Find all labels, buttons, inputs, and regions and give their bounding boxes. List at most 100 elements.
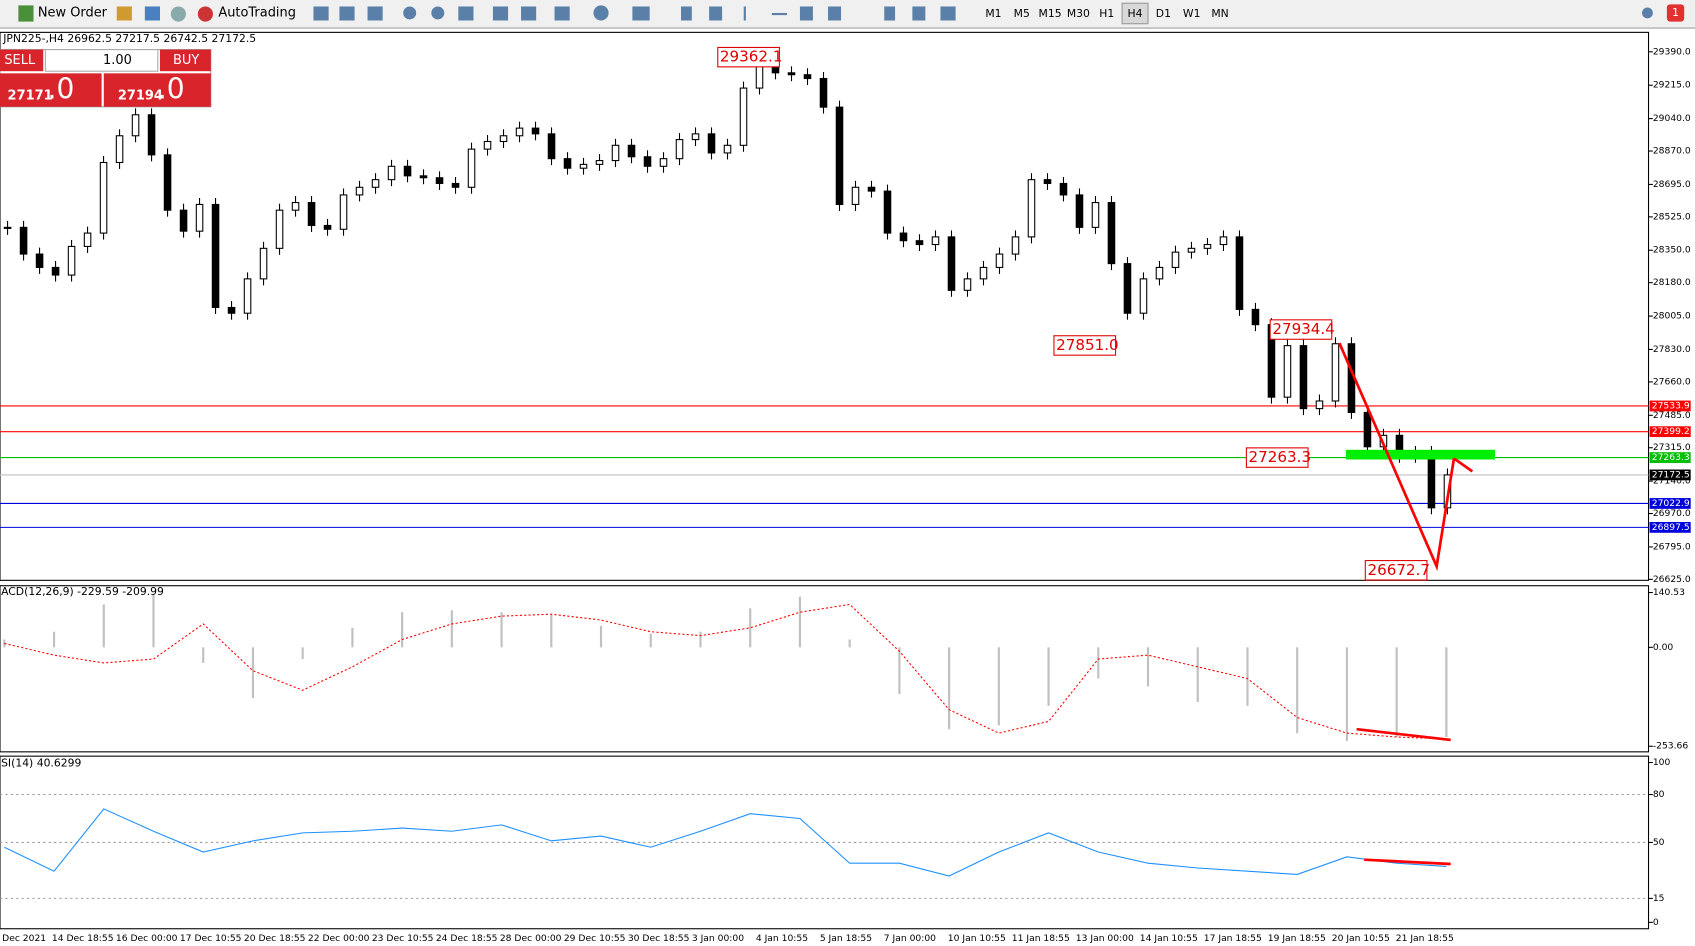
tool-icon[interactable] xyxy=(313,6,329,21)
candle xyxy=(291,202,300,211)
candle xyxy=(1219,236,1228,246)
tool-icon[interactable] xyxy=(632,6,650,21)
candle xyxy=(1315,400,1324,410)
trend-arrow[interactable] xyxy=(1453,457,1474,473)
tool-icon[interactable] xyxy=(492,6,509,21)
macd-bar xyxy=(1196,647,1199,702)
tool-icon[interactable] xyxy=(458,6,474,21)
candle xyxy=(1075,194,1084,228)
autotrading-icon[interactable] xyxy=(197,6,213,22)
candle xyxy=(643,156,652,167)
zoom-in[interactable] xyxy=(403,6,417,20)
tool-icon[interactable] xyxy=(521,6,537,21)
candle xyxy=(1011,236,1020,255)
candle xyxy=(243,278,252,314)
autotrading-button[interactable]: AutoTrading xyxy=(218,5,296,20)
timeframe-button[interactable]: M15 xyxy=(1039,7,1062,20)
zone-rectangle[interactable] xyxy=(1345,449,1496,460)
tool-icon[interactable] xyxy=(116,6,132,21)
timeframe-button[interactable]: M1 xyxy=(985,7,1001,20)
timeframe-button[interactable]: H1 xyxy=(1099,7,1114,20)
rsi-arrow[interactable] xyxy=(1364,858,1451,866)
macd-bar xyxy=(1445,647,1448,738)
macd-bar xyxy=(599,625,603,648)
timeframe-button[interactable]: M30 xyxy=(1067,7,1090,20)
lot-value[interactable]: 1.00 xyxy=(103,53,132,68)
label-tool[interactable] xyxy=(912,6,926,21)
price-label-box xyxy=(1053,335,1117,356)
tool-icon[interactable] xyxy=(554,6,570,21)
user-drawings xyxy=(1338,342,1496,866)
candle xyxy=(883,190,892,234)
candle xyxy=(451,182,460,188)
text-tool[interactable] xyxy=(884,6,896,21)
candle xyxy=(339,194,348,230)
x-tick-label: 4 Jan 10:55 xyxy=(756,933,808,944)
x-tick-label: 20 Dec 18:55 xyxy=(244,933,306,944)
timeframe-button[interactable]: H4 xyxy=(1128,7,1143,20)
new-order-button[interactable]: New Order xyxy=(38,5,108,20)
crosshair-tool[interactable] xyxy=(709,6,723,21)
macd-arrow[interactable] xyxy=(1356,727,1451,742)
timeframe-button[interactable]: W1 xyxy=(1183,7,1201,20)
candle xyxy=(51,266,60,276)
sell-label[interactable]: SELL xyxy=(4,53,36,68)
zoom-out[interactable] xyxy=(431,6,445,20)
trend-arrow[interactable] xyxy=(1338,342,1456,572)
notification-badge[interactable] xyxy=(1666,4,1685,22)
x-tick-label: 30 Dec 18:55 xyxy=(628,933,690,944)
price-label-box xyxy=(1269,319,1333,340)
candle xyxy=(1059,182,1068,196)
candle xyxy=(755,64,764,89)
new-order-icon[interactable] xyxy=(18,5,34,22)
x-tick-label: 11 Jan 18:55 xyxy=(1012,933,1070,944)
timeframe-active xyxy=(1121,2,1149,25)
trendline-tool[interactable] xyxy=(799,6,813,21)
sell-price-box[interactable] xyxy=(0,73,102,107)
pane-frame xyxy=(0,585,1650,753)
tool-icon[interactable] xyxy=(170,6,186,22)
candle xyxy=(355,186,364,196)
candle xyxy=(1155,266,1164,280)
vline-tool[interactable] xyxy=(743,6,746,21)
sell-button[interactable] xyxy=(0,49,44,72)
x-tick-label: 14 Dec 18:55 xyxy=(52,933,114,944)
y-tick-label: 0 xyxy=(1653,917,1659,928)
tool-icon[interactable] xyxy=(339,6,355,21)
candle xyxy=(851,186,860,205)
lot-input[interactable] xyxy=(44,49,159,72)
tool-icon[interactable] xyxy=(593,5,609,21)
y-tick-label: 28350.0 xyxy=(1653,245,1691,256)
price-label-box xyxy=(717,46,780,68)
buy-button[interactable] xyxy=(159,49,211,72)
tool-icon[interactable] xyxy=(940,6,956,21)
timeframe-button[interactable]: M5 xyxy=(1014,7,1030,20)
timeframe-button[interactable]: MN xyxy=(1211,7,1228,20)
candle xyxy=(99,161,108,234)
candle xyxy=(563,158,572,169)
buy-label[interactable]: BUY xyxy=(173,53,199,68)
search-icon[interactable] xyxy=(1642,7,1653,19)
candle xyxy=(115,135,124,164)
candle xyxy=(627,144,636,158)
y-tick-label: 27830.0 xyxy=(1653,344,1691,355)
candle xyxy=(1363,411,1372,448)
macd-bar xyxy=(1047,647,1050,706)
candle xyxy=(867,186,876,192)
tool-icon[interactable] xyxy=(367,6,383,21)
tool-icon[interactable] xyxy=(828,6,842,21)
macd-bar xyxy=(550,614,553,648)
hline-tool[interactable] xyxy=(771,12,787,16)
candle xyxy=(499,135,508,143)
buy-price-box[interactable] xyxy=(103,73,211,107)
candle xyxy=(995,253,1004,268)
candle xyxy=(595,160,604,165)
macd-bar xyxy=(202,647,205,663)
candle xyxy=(147,114,156,156)
tool-icon[interactable] xyxy=(144,6,160,21)
sell-price: 27171 xyxy=(8,89,53,104)
candle xyxy=(83,232,92,247)
toolbar-icons xyxy=(313,5,1653,21)
cursor-tool[interactable] xyxy=(681,6,692,21)
timeframe-button[interactable]: D1 xyxy=(1156,7,1171,20)
